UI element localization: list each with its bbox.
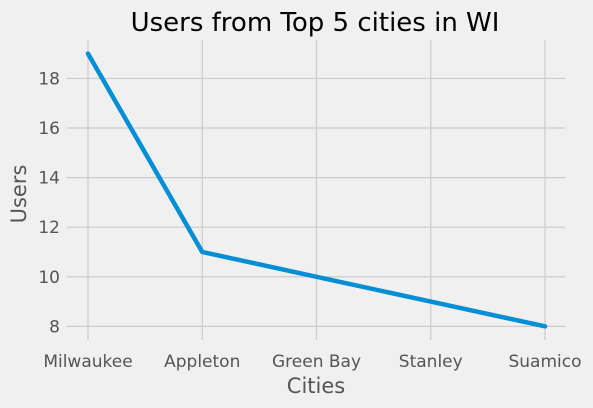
chart-title: Users from Top 5 cities in WI	[131, 8, 500, 38]
y-tick-label: 18	[38, 69, 60, 89]
y-tick-labels: 8 10 12 14 16 18	[38, 69, 60, 337]
series-group	[85, 51, 548, 329]
y-tick-label: 10	[38, 268, 60, 288]
x-gridlines	[87, 40, 546, 340]
x-tick-label: Milwaukee	[43, 352, 132, 372]
x-axis-label: Cities	[287, 374, 345, 398]
y-axis-label: Users	[7, 165, 31, 224]
y-tick-label: 14	[38, 169, 60, 189]
y-tick-label: 16	[38, 119, 60, 139]
x-tick-label: Appleton	[164, 352, 240, 372]
x-tick-labels: Milwaukee Appleton Green Bay Stanley Suamico	[43, 352, 581, 372]
grid	[67, 40, 565, 340]
x-tick-label: Green Bay	[272, 352, 361, 372]
x-tick-label: Stanley	[399, 352, 463, 372]
series-line	[85, 51, 548, 329]
y-tick-label: 8	[49, 317, 60, 337]
x-tick-label: Suamico	[508, 352, 581, 372]
y-tick-label: 12	[38, 218, 60, 238]
